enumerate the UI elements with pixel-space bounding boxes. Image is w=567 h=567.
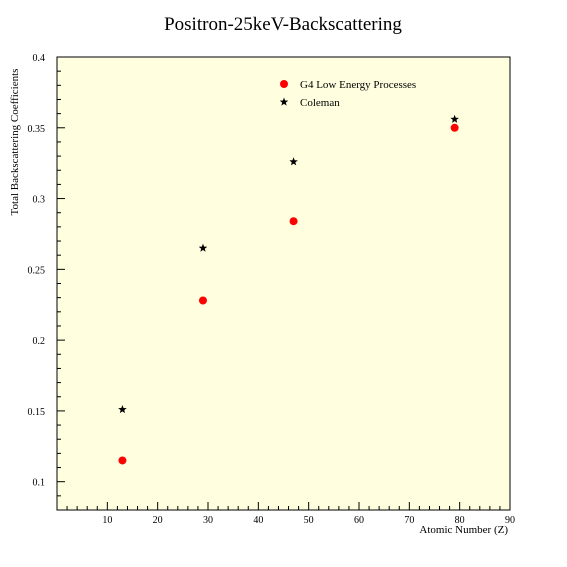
- plot-area: [56, 56, 511, 511]
- circle-point: [450, 123, 459, 132]
- legend-circle-marker: [280, 80, 288, 88]
- y-tick-label: 0.35: [28, 124, 46, 135]
- x-tick-label: 80: [455, 515, 465, 526]
- x-tick-label: 90: [505, 515, 515, 526]
- y-tick-label: 0.4: [33, 53, 46, 64]
- star-point: [450, 114, 459, 123]
- y-tick-label: 0.15: [28, 407, 46, 418]
- y-axis: 0.1 0.15 0.2 0.25 0.3 0.35 0.4: [28, 53, 65, 497]
- x-tick-label: 20: [153, 515, 163, 526]
- star-point: [118, 404, 127, 414]
- circle-point: [289, 217, 298, 226]
- x-axis: 10 20 30 40 50 60 70 80 90: [66, 502, 515, 526]
- chart-title: Positron-25keV-Backscattering: [164, 14, 402, 35]
- x-tick-label: 10: [102, 515, 112, 526]
- legend: G4 Low Energy Processes Coleman: [279, 79, 416, 109]
- legend-label: Coleman: [300, 97, 340, 109]
- x-tick-label: 30: [203, 515, 213, 526]
- y-tick-label: 0.25: [28, 265, 46, 276]
- x-tick-label: 50: [304, 515, 314, 526]
- star-point: [198, 243, 208, 252]
- legend-label: G4 Low Energy Processes: [300, 79, 416, 91]
- y-tick-label: 0.1: [33, 478, 46, 489]
- x-axis-label: Atomic Number (Z): [419, 524, 508, 536]
- circle-point: [118, 456, 127, 465]
- x-tick-label: 70: [404, 515, 414, 526]
- x-tick-label: 40: [253, 515, 263, 526]
- legend-star-marker: [279, 97, 289, 106]
- x-tick-label: 60: [354, 515, 364, 526]
- y-axis-label: Total Backscattering Coefficients: [9, 69, 21, 216]
- data-points: [118, 114, 459, 465]
- y-tick-label: 0.3: [33, 195, 46, 206]
- star-point: [289, 157, 298, 166]
- circle-point: [198, 296, 207, 305]
- y-tick-label: 0.2: [33, 336, 46, 347]
